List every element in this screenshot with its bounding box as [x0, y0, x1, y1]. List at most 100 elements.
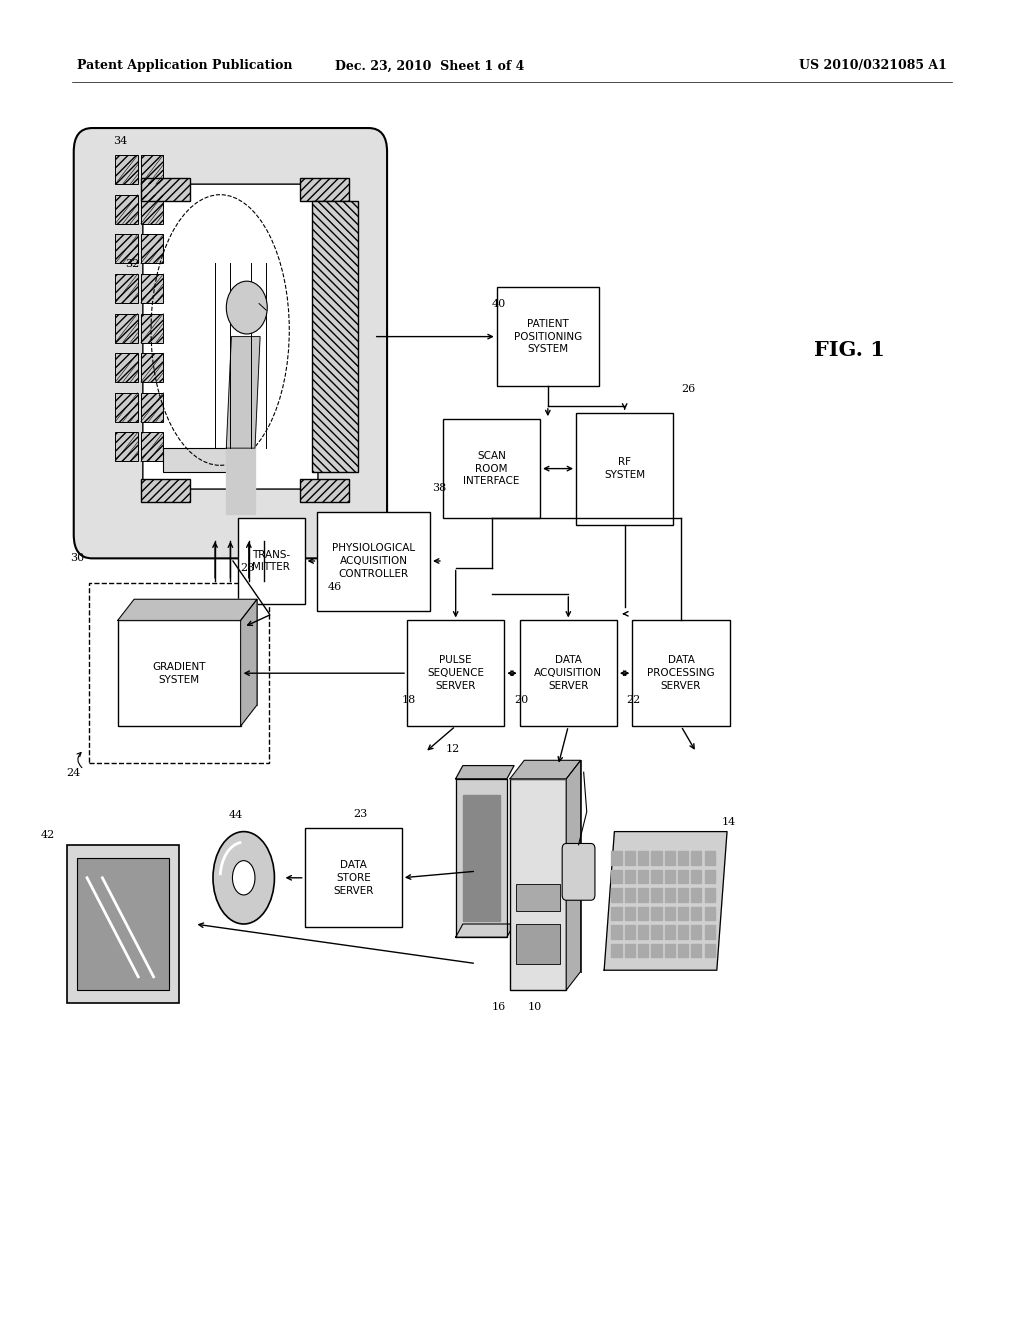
Text: 40: 40 [492, 298, 506, 309]
Polygon shape [665, 944, 675, 957]
Text: 14: 14 [722, 817, 736, 828]
Polygon shape [241, 449, 255, 515]
Text: 16: 16 [492, 1002, 506, 1012]
Bar [116, 433, 137, 462]
Bar [116, 393, 137, 422]
Bar [317, 511, 430, 610]
Polygon shape [705, 944, 715, 957]
Polygon shape [665, 851, 675, 865]
Polygon shape [651, 851, 662, 865]
Bar [442, 418, 541, 517]
Bar [116, 275, 137, 304]
Polygon shape [456, 766, 514, 779]
Bar [141, 354, 164, 383]
Polygon shape [638, 944, 648, 957]
Bar [141, 314, 164, 343]
Polygon shape [691, 925, 701, 939]
Polygon shape [651, 907, 662, 920]
Bar [311, 202, 358, 473]
Polygon shape [611, 888, 622, 902]
Polygon shape [651, 888, 662, 902]
Bar [77, 858, 169, 990]
Text: 30: 30 [70, 553, 84, 564]
Text: PATIENT
POSITIONING
SYSTEM: PATIENT POSITIONING SYSTEM [514, 319, 582, 354]
Bar [118, 620, 241, 726]
Polygon shape [241, 599, 257, 726]
Bar [141, 177, 190, 201]
Polygon shape [625, 888, 635, 902]
Polygon shape [566, 760, 581, 990]
Bar [520, 620, 616, 726]
Polygon shape [118, 599, 257, 620]
Bar [164, 449, 251, 473]
Polygon shape [226, 449, 241, 515]
Polygon shape [705, 851, 715, 865]
Polygon shape [604, 832, 727, 970]
Circle shape [226, 281, 267, 334]
Polygon shape [456, 924, 514, 937]
Bar [141, 433, 164, 462]
Text: Dec. 23, 2010  Sheet 1 of 4: Dec. 23, 2010 Sheet 1 of 4 [336, 59, 524, 73]
Bar [141, 393, 164, 422]
Polygon shape [625, 944, 635, 957]
Bar [497, 288, 599, 385]
Polygon shape [611, 944, 622, 957]
Text: 42: 42 [41, 830, 55, 841]
Polygon shape [226, 337, 260, 449]
Bar [516, 884, 560, 911]
Bar [633, 620, 729, 726]
Polygon shape [625, 870, 635, 883]
Text: 34: 34 [113, 136, 127, 147]
Polygon shape [665, 870, 675, 883]
Bar [116, 393, 137, 422]
Polygon shape [691, 888, 701, 902]
Bar [311, 202, 358, 473]
Bar [116, 314, 137, 343]
Bar [299, 479, 348, 503]
FancyBboxPatch shape [143, 185, 317, 490]
Bar [134, 599, 257, 705]
Bar [141, 235, 164, 263]
Polygon shape [638, 851, 648, 865]
Polygon shape [691, 851, 701, 865]
Bar [141, 156, 164, 185]
Polygon shape [625, 925, 635, 939]
Polygon shape [611, 907, 622, 920]
Text: US 2010/0321085 A1: US 2010/0321085 A1 [800, 59, 947, 73]
Bar [408, 620, 505, 726]
Bar [116, 156, 137, 185]
Text: Patent Application Publication: Patent Application Publication [77, 59, 292, 73]
Bar [238, 519, 305, 605]
Polygon shape [651, 870, 662, 883]
Bar [524, 760, 581, 972]
Ellipse shape [232, 861, 255, 895]
Bar [141, 275, 164, 304]
Polygon shape [625, 907, 635, 920]
Polygon shape [678, 888, 688, 902]
Text: 18: 18 [401, 694, 416, 705]
Polygon shape [456, 779, 507, 937]
Bar [116, 354, 137, 383]
Text: 32: 32 [125, 259, 139, 269]
Bar [141, 177, 190, 201]
Bar [141, 393, 164, 422]
Bar [141, 433, 164, 462]
Polygon shape [625, 851, 635, 865]
Bar [116, 314, 137, 343]
Polygon shape [665, 888, 675, 902]
Bar [575, 412, 674, 524]
Text: 12: 12 [445, 744, 460, 755]
Bar [67, 845, 179, 1003]
Bar [141, 314, 164, 343]
Polygon shape [638, 925, 648, 939]
Text: PULSE
SEQUENCE
SERVER: PULSE SEQUENCE SERVER [427, 656, 484, 690]
Text: 24: 24 [67, 768, 81, 779]
Text: 10: 10 [527, 1002, 542, 1012]
Polygon shape [705, 870, 715, 883]
Ellipse shape [213, 832, 274, 924]
Text: TRANS-
MITTER: TRANS- MITTER [252, 549, 291, 573]
FancyBboxPatch shape [74, 128, 387, 558]
Polygon shape [705, 925, 715, 939]
Polygon shape [638, 888, 648, 902]
Polygon shape [705, 907, 715, 920]
